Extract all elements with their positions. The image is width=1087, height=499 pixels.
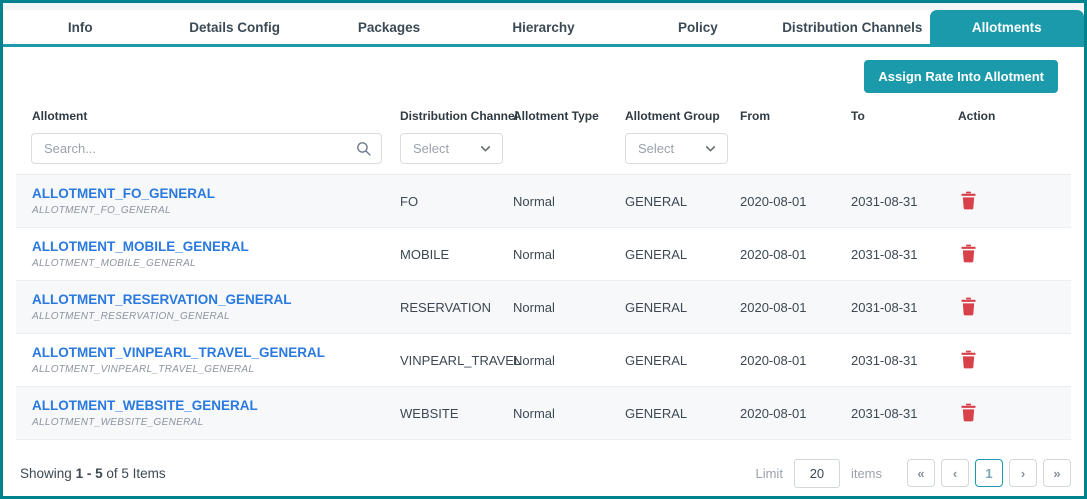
delete-button[interactable] [958,401,979,424]
allotment-code: ALLOTMENT_WEBSITE_GENERAL [32,417,204,428]
search-input[interactable] [31,133,382,164]
cell-distribution-channel: FO [400,193,419,209]
tab-details-config[interactable]: Details Config [189,19,281,35]
column-header-allotment-group: Allotment Group [625,109,720,123]
cell-distribution-channel: MOBILE [400,246,450,262]
cell-allotment-type: Normal [513,405,555,421]
column-header-allotment: Allotment [32,109,88,123]
tab-info[interactable]: Info [67,19,93,35]
cell-allotment-type: Normal [513,352,555,368]
allotment-link[interactable]: ALLOTMENT_FO_GENERAL [32,186,216,201]
column-header-action: Action [958,109,996,123]
prev-page-button[interactable]: ‹ [941,459,969,487]
next-page-button[interactable]: › [1009,459,1037,487]
table-row: ALLOTMENT_RESERVATION_GENERAL ALLOTMENT_… [16,281,1071,334]
cell-allotment-group: GENERAL [625,299,688,315]
table-row: ALLOTMENT_MOBILE_GENERAL ALLOTMENT_MOBIL… [16,228,1071,281]
table-row: ALLOTMENT_WEBSITE_GENERAL ALLOTMENT_WEBS… [16,387,1071,440]
allotment-group-select[interactable]: Select [625,133,728,164]
cell-to-date: 2031-08-31 [851,405,918,421]
table-row: ALLOTMENT_FO_GENERAL ALLOTMENT_FO_GENERA… [16,175,1071,228]
search-wrap [31,133,382,164]
cell-allotment-group: GENERAL [625,246,688,262]
cell-distribution-channel: WEBSITE [400,405,459,421]
tab-hierarchy[interactable]: Hierarchy [512,19,575,35]
cell-allotment-group: GENERAL [625,405,688,421]
cell-allotment-type: Normal [513,193,555,209]
cell-from-date: 2020-08-01 [740,352,807,368]
tab-packages[interactable]: Packages [357,19,421,35]
tab-bar: Info Details Config Packages Hierarchy P… [3,10,1084,47]
delete-button[interactable] [958,295,979,318]
trash-icon [961,244,976,263]
cell-from-date: 2020-08-01 [740,405,807,421]
cell-to-date: 2031-08-31 [851,299,918,315]
top-strip [3,3,1084,10]
search-icon [357,142,371,156]
allotment-link[interactable]: ALLOTMENT_WEBSITE_GENERAL [32,398,258,413]
table-body: ALLOTMENT_FO_GENERAL ALLOTMENT_FO_GENERA… [16,175,1071,440]
toolbar: Assign Rate Into Allotment [16,47,1071,103]
pager-zone: Limit items « ‹ 1 › » [755,458,1071,488]
chevron-down-icon [705,146,716,152]
trash-icon [961,350,976,369]
cell-from-date: 2020-08-01 [740,193,807,209]
footer-bar: Showing 1 - 5 of 5 Items Limit items « ‹… [3,450,1084,496]
cell-to-date: 2031-08-31 [851,193,918,209]
last-page-button[interactable]: » [1043,459,1071,487]
column-header-allotment-type: Allotment Type [513,109,599,123]
column-header-from: From [740,109,770,123]
column-header-distribution-channel: Distribution Channel [400,109,518,123]
showing-prefix: Showing [20,465,72,481]
allotment-code: ALLOTMENT_RESERVATION_GENERAL [32,311,230,322]
showing-range: 1 - 5 [75,465,103,481]
allotment-link[interactable]: ALLOTMENT_RESERVATION_GENERAL [32,292,292,307]
trash-icon [961,191,976,210]
showing-summary: Showing 1 - 5 of 5 Items [20,466,166,481]
allotment-group-select-value: Select [638,141,675,156]
items-label: items [850,465,882,481]
first-page-button[interactable]: « [907,459,935,487]
cell-allotment-type: Normal [513,299,555,315]
limit-input[interactable] [793,458,840,488]
current-page-button[interactable]: 1 [975,459,1003,487]
content-area: Assign Rate Into Allotment Allotment Dis… [3,47,1084,450]
chevron-down-icon [480,146,491,152]
limit-label: Limit [755,465,783,481]
table-header: Allotment Distribution Channel Allotment… [16,103,1071,133]
cell-to-date: 2031-08-31 [851,246,918,262]
allotment-code: ALLOTMENT_FO_GENERAL [32,205,171,216]
assign-rate-button[interactable]: Assign Rate Into Allotment [864,60,1058,93]
showing-suffix: of 5 Items [106,465,166,481]
delete-button[interactable] [958,189,979,212]
delete-button[interactable] [958,242,979,265]
distribution-channel-select[interactable]: Select [400,133,503,164]
table-row: ALLOTMENT_VINPEARL_TRAVEL_GENERAL ALLOTM… [16,334,1071,387]
cell-allotment-group: GENERAL [625,193,688,209]
tab-distribution-channels[interactable]: Distribution Channels [782,19,923,35]
pagination: « ‹ 1 › » [907,459,1071,487]
allotment-code: ALLOTMENT_VINPEARL_TRAVEL_GENERAL [32,364,255,375]
column-header-to: To [851,109,865,123]
allotment-link[interactable]: ALLOTMENT_VINPEARL_TRAVEL_GENERAL [32,345,326,360]
cell-to-date: 2031-08-31 [851,352,918,368]
filter-row: Select Select [16,133,1071,175]
cell-allotment-group: GENERAL [625,352,688,368]
tab-policy[interactable]: Policy [678,19,718,35]
cell-from-date: 2020-08-01 [740,299,807,315]
distribution-channel-select-value: Select [413,141,450,156]
cell-from-date: 2020-08-01 [740,246,807,262]
tab-allotments[interactable]: Allotments [929,10,1084,44]
allotment-link[interactable]: ALLOTMENT_MOBILE_GENERAL [32,239,249,254]
allotment-code: ALLOTMENT_MOBILE_GENERAL [32,258,196,269]
cell-distribution-channel: RESERVATION [400,299,492,315]
cell-distribution-channel: VINPEARL_TRAVEL [400,352,522,368]
delete-button[interactable] [958,348,979,371]
cell-allotment-type: Normal [513,246,555,262]
trash-icon [961,297,976,316]
trash-icon [961,403,976,422]
